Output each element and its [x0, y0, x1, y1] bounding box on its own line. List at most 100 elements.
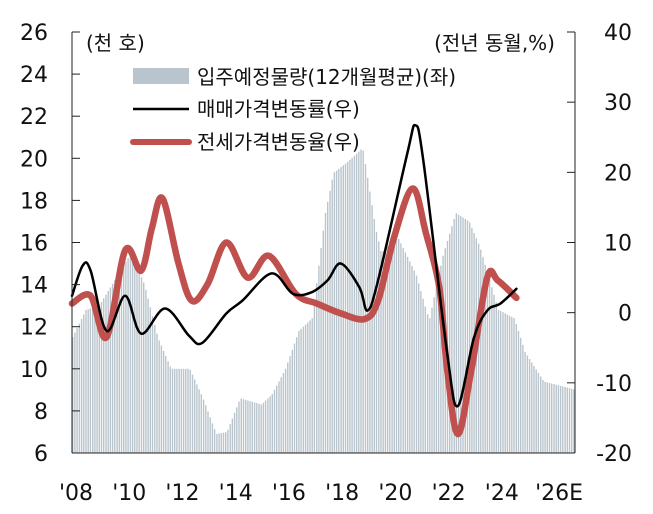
bar — [280, 377, 282, 453]
bar — [198, 389, 200, 453]
bar — [564, 387, 566, 453]
left-tick-label: 8 — [34, 400, 48, 425]
bar — [176, 368, 178, 453]
bar — [103, 298, 105, 453]
bar — [209, 417, 211, 453]
axes: 6 8 10 12 14 16 18 20 22 24 26 -20 -10 0 10 20 30 40 '08 '1… — [20, 21, 632, 506]
bar — [202, 399, 205, 453]
bar — [353, 155, 356, 454]
bar — [477, 243, 480, 453]
bar — [320, 248, 322, 453]
bar — [537, 373, 540, 453]
bar — [540, 376, 542, 453]
bar — [300, 328, 302, 453]
bar — [469, 222, 471, 453]
bar — [384, 248, 387, 453]
right-unit-label: (전년 동월,%) — [434, 31, 555, 55]
right-tick-label: 40 — [604, 21, 632, 46]
bar — [304, 324, 307, 453]
bar — [185, 368, 187, 453]
bar-series-supply — [72, 149, 575, 454]
bar — [535, 369, 537, 453]
bar — [551, 383, 553, 453]
bar — [264, 400, 267, 453]
bar — [116, 276, 118, 453]
bar — [238, 401, 240, 453]
bar — [151, 316, 154, 453]
bar — [162, 350, 165, 453]
bar — [506, 314, 509, 453]
bar — [273, 389, 276, 453]
bar — [114, 280, 116, 453]
bar — [147, 298, 149, 453]
x-tick-label: '14 — [219, 481, 253, 506]
bar — [245, 399, 247, 453]
bar — [495, 302, 497, 453]
bar — [105, 294, 107, 453]
bar — [182, 368, 185, 453]
bar — [282, 373, 285, 453]
bar — [324, 213, 327, 453]
bar — [229, 424, 231, 453]
bar — [557, 385, 560, 453]
bar — [249, 401, 251, 453]
bar — [72, 337, 74, 453]
bar — [460, 216, 462, 453]
bar — [191, 374, 194, 453]
bar — [213, 429, 216, 453]
bar — [100, 302, 103, 453]
left-tick-label: 22 — [20, 105, 48, 130]
bar — [129, 254, 132, 453]
bar — [453, 218, 455, 453]
bar — [411, 266, 413, 453]
bar — [375, 231, 378, 453]
bar — [380, 251, 382, 453]
bar — [194, 379, 196, 453]
bar — [138, 272, 140, 453]
bar — [544, 381, 546, 453]
bar — [386, 246, 389, 453]
x-tick-label: '24 — [485, 481, 519, 506]
bar — [559, 385, 562, 453]
bar — [455, 213, 458, 453]
bar — [180, 368, 183, 453]
left-tick-label: 12 — [20, 316, 48, 341]
bar — [464, 218, 466, 453]
bar — [222, 432, 225, 453]
bar — [562, 386, 564, 453]
bar — [125, 261, 127, 453]
bar — [118, 272, 120, 453]
bar — [451, 226, 453, 453]
bar — [520, 337, 522, 453]
left-tick-label: 26 — [20, 21, 48, 46]
bar — [327, 201, 329, 453]
bar — [120, 269, 123, 453]
bar — [240, 398, 242, 453]
bar — [573, 389, 575, 453]
bar — [398, 238, 400, 453]
bar — [504, 313, 506, 453]
bar — [391, 241, 393, 453]
right-tick-label: 20 — [604, 161, 632, 186]
bar — [331, 179, 333, 453]
bar — [316, 283, 318, 453]
bar — [548, 383, 551, 453]
bar — [89, 308, 92, 453]
x-tick-label: '26E — [535, 481, 583, 506]
bar — [233, 412, 236, 453]
bar — [311, 318, 313, 453]
bar — [258, 403, 260, 453]
bar — [322, 230, 324, 453]
bar — [491, 287, 493, 453]
bar — [500, 311, 502, 453]
bar — [231, 418, 234, 453]
bar — [318, 265, 320, 453]
bar — [169, 366, 171, 453]
bar — [260, 404, 262, 453]
bar — [216, 434, 218, 453]
bar — [431, 307, 433, 453]
bar — [466, 220, 469, 453]
bar — [291, 349, 293, 453]
x-tick-label: '18 — [325, 481, 359, 506]
bar — [508, 315, 511, 453]
